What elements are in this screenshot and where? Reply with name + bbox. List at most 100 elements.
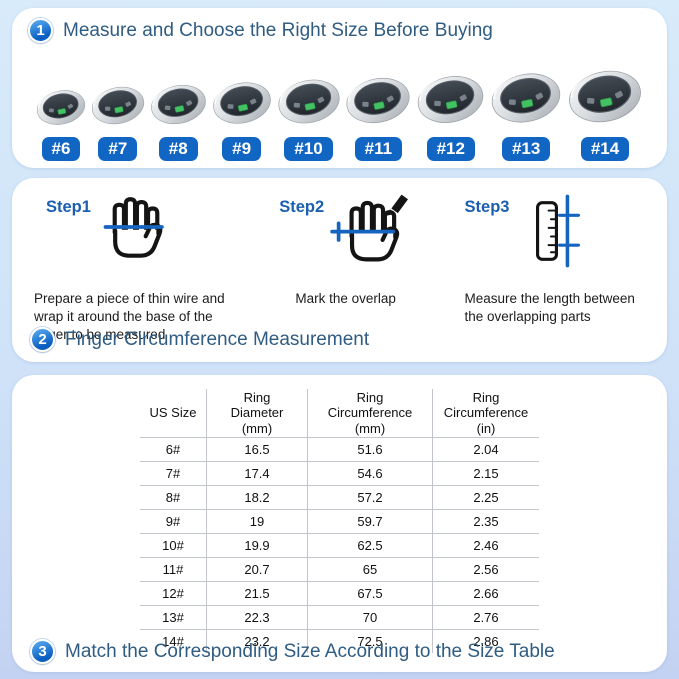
size-table-row: 13# 22.3 70 2.76 [140,605,539,630]
size-table-cell: 23.2 [206,629,308,653]
ring-item: #8 [148,79,209,161]
smart-ring-image [212,80,271,124]
ring-item: #7 [89,81,147,161]
size-table-cell: 2.04 [432,437,539,462]
size-table-row: 11# 20.7 65 2.56 [140,557,539,582]
size-table-header-cell: Ring Circumference (in) [432,389,539,438]
ring-item: #13 [488,66,564,161]
smart-ring-image [277,77,340,124]
size-table-cell: 62.5 [307,533,433,558]
size-table-cell: 54.6 [307,461,433,486]
size-table-row: 7# 17.4 54.6 2.15 [140,461,539,486]
size-table-cell: 59.7 [307,509,433,534]
size-table-cell: 2.86 [432,629,539,653]
size-table-cell: 65 [307,557,433,582]
size-table-cell: 72.5 [307,629,433,653]
size-table-cell: 2.56 [432,557,539,582]
section-size-table: US Size Ring Diameter (mm) Ring Circumfere… [12,375,667,672]
ring-item: #12 [414,69,487,161]
size-table-cell: 21.5 [206,581,308,606]
smart-ring-image [569,68,641,123]
size-table-row: 6# 16.5 51.6 2.04 [140,437,539,462]
ring-size-label: #9 [222,137,262,161]
size-table: US Size Ring Diameter (mm) Ring Circumfere… [140,389,539,653]
smart-ring-image [491,71,561,123]
ring-size-label: #12 [426,137,475,161]
ring-item: #10 [275,73,343,161]
section2-heading: 2 Finger Circumference Measurement [30,327,369,352]
section-measure-steps: Step1 Prepare a piece of thin wire a [12,178,667,362]
step1-description: Prepare a piece of thin wire and wrap it… [34,291,225,343]
size-table-cell: 18.2 [206,485,308,510]
ring-size-label: #6 [41,137,81,161]
smart-ring-image [91,85,144,125]
smart-ring-image [150,83,206,125]
size-table-cell: 2.66 [432,581,539,606]
ring-size-label: #14 [580,137,630,161]
steps-row: Step1 Prepare a piece of thin wire a [12,190,667,345]
size-table-cell: 19 [206,509,308,534]
size-table-cell: 10# [162,538,184,553]
size-table-cell: 19.9 [206,533,308,558]
step-number-badge-1: 1 [28,18,53,43]
step-2: Step2 [253,190,439,345]
size-table-cell: 70 [307,605,433,630]
smart-ring-image [418,74,484,123]
size-table-cell: 12# [162,586,184,601]
size-table-cell: 2.35 [432,509,539,534]
ring-size-label: #7 [98,137,138,161]
size-table-head: US Size Ring Diameter (mm) Ring Circumfere… [140,389,539,438]
step-3: Step3 Measure the length between the ove… [439,190,649,345]
step3-description: Measure the length between the overlappi… [464,291,635,325]
size-table-header-cell: Ring Diameter (mm) [206,389,308,438]
size-table-cell: 16.5 [206,437,308,462]
hand-mark-pencil-icon [330,194,409,262]
section3-title: Match the Corresponding Size According t… [65,640,555,662]
section-measure-rings: 1 Measure and Choose the Right Size Befo… [12,8,667,168]
size-table-cell: 2.46 [432,533,539,558]
section1-title: Measure and Choose the Right Size Before… [63,19,493,41]
step2-title: Step2 [279,198,325,216]
size-table-cell: 2.76 [432,605,539,630]
size-table-cell: 67.5 [307,581,433,606]
step3-title: Step3 [464,198,510,216]
size-table-cell: 7# [165,466,181,481]
size-table-cell: 17.4 [206,461,308,486]
ruler-measure-icon [536,194,581,268]
size-table-cell: 20.7 [206,557,308,582]
size-table-row: 12# 21.5 67.5 2.66 [140,581,539,606]
smart-ring-image [36,88,86,125]
ring-size-label: #11 [354,137,403,161]
ring-item: #14 [565,63,645,161]
size-table-header-cell: US Size [149,405,197,421]
step2-description: Mark the overlap [295,291,396,306]
rings-row: #6 #7 #8 #9 [28,49,651,161]
section1-heading: 1 Measure and Choose the Right Size Befo… [28,18,651,43]
section3-heading: 3 Match the Corresponding Size According… [30,639,555,664]
size-table-cell: 2.25 [432,485,539,510]
ring-size-label: #8 [158,137,198,161]
size-table-row: 8# 18.2 57.2 2.25 [140,485,539,510]
size-table-cell: 51.6 [307,437,433,462]
size-table-row: 10# 19.9 62.5 2.46 [140,533,539,558]
ring-size-label: #10 [284,137,333,161]
step-number-badge-3: 3 [30,639,55,664]
section2-title: Finger Circumference Measurement [65,328,370,350]
size-table-cell: 13# [162,610,184,625]
step-number-badge-2: 2 [30,327,55,352]
size-table-cell: 11# [162,562,184,577]
size-table-cell: 57.2 [307,485,433,510]
ring-item: #6 [34,85,88,161]
step1-title: Step1 [46,198,91,216]
size-table-cell: 14# [162,634,184,649]
ring-item: #11 [343,71,413,161]
size-table-cell: 2.15 [432,461,539,486]
step-1: Step1 Prepare a piece of thin wire a [30,190,253,345]
ring-size-label: #13 [501,137,551,161]
size-table-body: 6# 16.5 51.6 2.04 7# 17.4 54.6 2.15 8# 18.2 57.2 2.… [140,437,539,653]
size-table-header-cell: Ring Circumference (mm) [307,389,433,438]
size-table-row: 9# 19 59.7 2.35 [140,509,539,534]
size-table-cell: 9# [165,514,181,529]
ring-item: #9 [210,76,274,161]
